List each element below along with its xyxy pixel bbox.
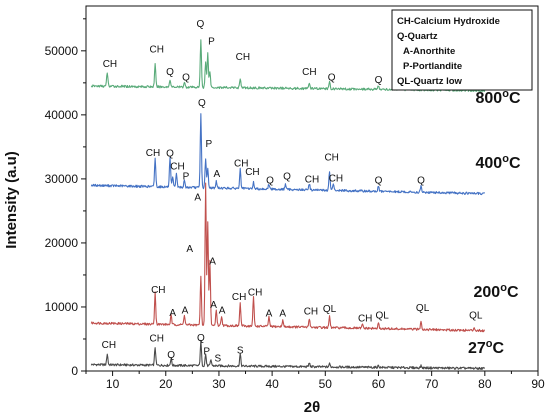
peak-label-p: P bbox=[206, 139, 213, 150]
peak-label-a: A bbox=[186, 244, 193, 255]
peak-label-ch: CH bbox=[146, 148, 160, 159]
peak-label-q: Q bbox=[167, 350, 175, 361]
legend-entry: P-Portlandite bbox=[403, 61, 462, 72]
peak-label-ch: CH bbox=[305, 175, 319, 186]
peak-label-ch: CH bbox=[234, 159, 248, 170]
peak-label-ch: CH bbox=[151, 285, 165, 296]
series-layer bbox=[90, 39, 486, 370]
temperature-label-layer: 27oC 200oC 400oC 800oC bbox=[468, 88, 521, 357]
peak-label-ch: CH bbox=[302, 67, 316, 78]
temperature-label-400: 400oC bbox=[476, 153, 521, 172]
legend-entry: A-Anorthite bbox=[403, 46, 455, 57]
peak-label-q: Q bbox=[166, 67, 174, 78]
x-tick-label: 40 bbox=[265, 377, 279, 391]
x-axis-title: 2θ bbox=[304, 399, 320, 416]
peak-label-q: Q bbox=[328, 72, 336, 83]
peak-label-s: S bbox=[237, 346, 244, 357]
x-tick-label: 80 bbox=[478, 377, 492, 391]
peak-label-q: Q bbox=[197, 333, 205, 344]
peak-label-q: Q bbox=[266, 175, 274, 186]
y-tick-label: 40000 bbox=[45, 108, 79, 122]
peak-label-a: A bbox=[279, 309, 286, 320]
y-tick-label: 20000 bbox=[45, 236, 79, 250]
plot-frame bbox=[85, 5, 539, 372]
x-tick-label: 90 bbox=[531, 377, 545, 391]
legend: CH-Calcium Hydroxide Q-Quartz A-Anorthite P… bbox=[391, 9, 533, 91]
peak-label-ch: CH bbox=[304, 307, 318, 318]
peak-label-q: Q bbox=[182, 72, 190, 83]
x-tick-label: 70 bbox=[425, 377, 439, 391]
x-tick-label: 10 bbox=[106, 377, 120, 391]
peak-label-p: P bbox=[208, 36, 215, 47]
temperature-label-200: 200oC bbox=[474, 282, 519, 301]
peak-label-ch: CH bbox=[149, 334, 163, 345]
peak-label-a: A bbox=[213, 169, 220, 180]
peak-label-ch: CH bbox=[232, 292, 246, 303]
series-line-800 bbox=[90, 39, 486, 93]
legend-entry: QL-Quartz low bbox=[397, 76, 463, 87]
peak-label-a: A bbox=[219, 305, 226, 316]
peak-label-ch: CH bbox=[248, 287, 262, 298]
peak-label-ql: QL bbox=[376, 310, 390, 321]
y-tick-label: 10000 bbox=[45, 300, 79, 314]
x-tick-label: 60 bbox=[372, 377, 386, 391]
y-axis-title: Intensity (a.u) bbox=[3, 151, 20, 249]
peak-label-ch: CH bbox=[236, 52, 250, 63]
axes-layer: 10 20 30 40 50 60 70 80 90 0 10000 20000 30000 40000 5… bbox=[45, 5, 545, 391]
y-tick-label: 50000 bbox=[45, 44, 79, 58]
legend-entry: Q-Quartz bbox=[397, 31, 438, 42]
series-line-400 bbox=[90, 113, 486, 196]
temperature-label-800: 800oC bbox=[476, 88, 521, 107]
peak-label-a: A bbox=[266, 309, 273, 320]
peak-label-ch: CH bbox=[358, 314, 372, 325]
x-tick-label: 30 bbox=[212, 377, 226, 391]
peak-label-ch: CH bbox=[102, 340, 116, 351]
peak-label-q: Q bbox=[198, 98, 206, 109]
legend-box bbox=[391, 9, 533, 91]
peak-label-q: Q bbox=[375, 75, 383, 86]
peak-label-q: Q bbox=[375, 175, 383, 186]
peak-label-a: A bbox=[182, 305, 189, 316]
peak-label-ch: CH bbox=[324, 152, 338, 163]
peak-label-q: Q bbox=[417, 175, 425, 186]
peak-label-a: A bbox=[194, 193, 201, 204]
peak-label-ch: CH bbox=[245, 167, 259, 178]
peak-label-a: A bbox=[169, 308, 176, 319]
peak-label-s: S bbox=[215, 353, 222, 364]
x-tick-label: 50 bbox=[319, 377, 333, 391]
peak-label-ch: CH bbox=[149, 45, 163, 56]
peak-label-ql: QL bbox=[323, 304, 337, 315]
x-tick-label: 20 bbox=[159, 377, 173, 391]
peak-label-p: P bbox=[183, 172, 190, 183]
peak-label-a: A bbox=[209, 257, 216, 268]
temperature-label-27: 27oC bbox=[468, 338, 505, 357]
peak-label-ch: CH bbox=[329, 173, 343, 184]
legend-entry: CH-Calcium Hydroxide bbox=[397, 16, 500, 27]
peak-label-ch: CH bbox=[103, 59, 117, 70]
peak-label-a: A bbox=[210, 300, 217, 311]
peak-label-ql: QL bbox=[469, 310, 483, 321]
peak-label-q: Q bbox=[283, 172, 291, 183]
peak-label-ch: CH bbox=[170, 161, 184, 172]
series-line-200 bbox=[90, 182, 485, 333]
y-tick-label: 30000 bbox=[45, 172, 79, 186]
peak-label-q: Q bbox=[166, 148, 174, 159]
peak-label-ql: QL bbox=[416, 303, 430, 314]
y-tick-label: 0 bbox=[71, 364, 78, 378]
peak-label-q: Q bbox=[196, 19, 204, 30]
series-line-27 bbox=[90, 339, 485, 370]
peak-label-p: P bbox=[203, 346, 210, 357]
